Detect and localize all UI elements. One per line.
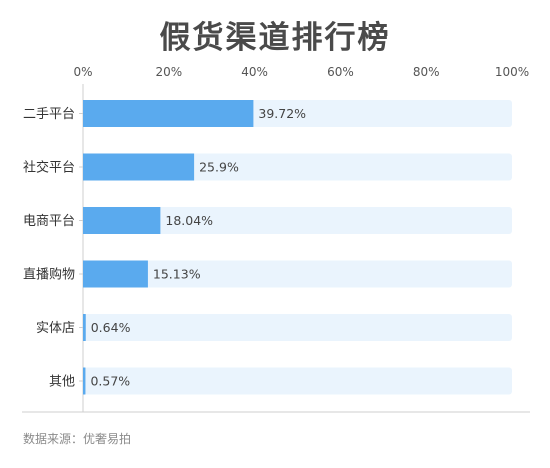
y-tick-label: 直播购物 (23, 267, 75, 283)
x-tick-label: 20% (155, 65, 182, 79)
y-tick-label: 社交平台 (23, 160, 75, 176)
data-label: 18.04% (165, 213, 213, 228)
x-tick-label: 100% (495, 65, 529, 79)
bar (83, 153, 195, 181)
bar-track (84, 367, 512, 395)
data-source-note: 数据来源：优奢易拍 (23, 432, 132, 446)
bar-track (84, 314, 512, 341)
bar-track (84, 260, 512, 288)
y-tick-label: 实体店 (36, 321, 75, 336)
bar (83, 367, 86, 395)
bar-track (84, 207, 512, 234)
data-label: 0.64% (91, 320, 131, 335)
bar (83, 314, 86, 341)
x-tick-label: 40% (241, 65, 268, 79)
data-label: 25.9% (199, 160, 239, 175)
bar (83, 100, 254, 127)
y-tick-label: 二手平台 (23, 107, 75, 122)
bar (83, 260, 148, 288)
data-label: 15.13% (153, 267, 201, 282)
y-tick-label: 电商平台 (23, 214, 75, 229)
y-tick-label: 其他 (49, 375, 75, 390)
bar (83, 207, 161, 234)
x-tick-label: 0% (73, 65, 92, 79)
x-tick-label: 60% (327, 65, 354, 79)
data-label: 39.72% (258, 106, 306, 121)
chart-title: 假货渠道排行榜 (159, 20, 391, 56)
data-label: 0.57% (90, 374, 130, 389)
x-tick-label: 80% (413, 65, 440, 79)
